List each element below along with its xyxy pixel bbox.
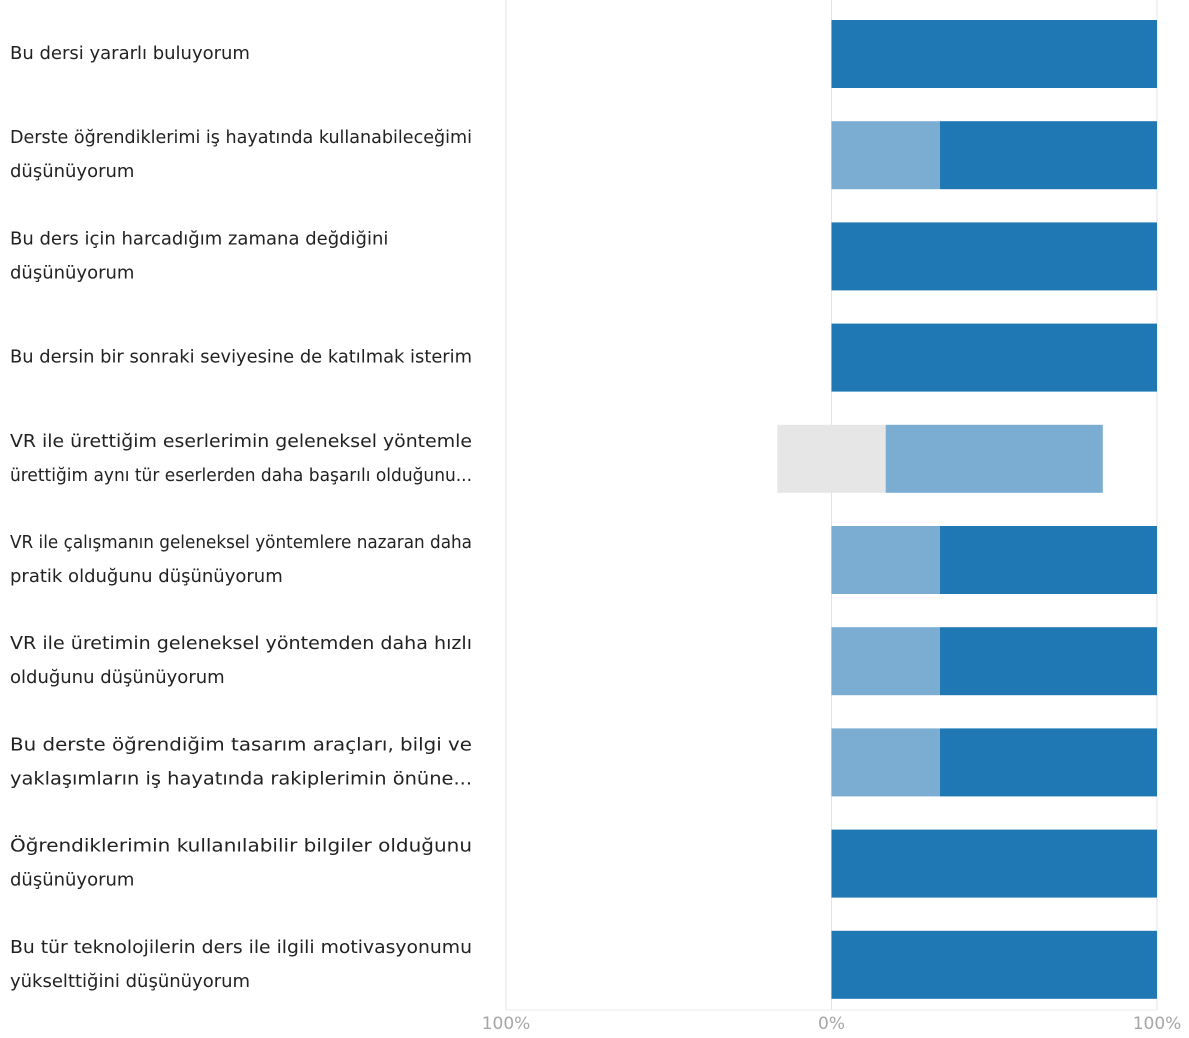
category-label: Bu dersin bir sonraki seviyesine de katı…: [10, 347, 472, 368]
bars: [777, 20, 1157, 999]
category-label: ürettiğim aynı tür eserlerden daha başar…: [10, 465, 472, 486]
x-tick-label: 100%: [1133, 1014, 1182, 1034]
category-label: pratik olduğunu düşünüyorum: [10, 566, 283, 587]
bar-segment-agree: [831, 627, 940, 696]
category-label: Bu ders için harcadığım zamana değdiğini: [10, 228, 388, 249]
category-label: VR ile çalışmanın geleneksel yöntemlere …: [10, 532, 472, 553]
x-tick-labels: 100% 0% 100%: [482, 1014, 1182, 1034]
category-label: Bu dersi yararlı buluyorum: [10, 43, 250, 64]
category-labels: Bu dersi yararlı buluyorum Derste öğrendi…: [10, 43, 472, 992]
category-label: VR ile üretimin geleneksel yöntemden dah…: [10, 633, 472, 654]
category-label: VR ile ürettiğim eserlerimin geleneksel …: [10, 431, 472, 452]
category-label: Bu tür teknolojilerin ders ile ilgili mo…: [10, 937, 472, 958]
bar-segment-strongly-agree: [831, 930, 1157, 999]
bar-segment-agree: [831, 526, 940, 594]
x-tick-label: 0%: [818, 1014, 845, 1034]
category-label: düşünüyorum: [10, 262, 134, 283]
bar-segment-strongly-agree: [939, 627, 1157, 696]
category-label: düşünüyorum: [10, 870, 134, 891]
bar-segment-strongly-agree: [831, 222, 1157, 291]
bar-segment-strongly-agree: [831, 829, 1157, 898]
x-tick-label: 100%: [482, 1014, 531, 1034]
category-label: Bu derste öğrendiğim tasarım araçları, b…: [10, 734, 472, 755]
bar-segment-strongly-agree: [831, 323, 1157, 392]
category-label: Derste öğrendiklerimi iş hayatında kulla…: [10, 127, 472, 148]
bar-segment-agree: [831, 121, 940, 190]
category-label: yükselttiğini düşünüyorum: [10, 971, 250, 992]
bar-segment-strongly-agree: [939, 526, 1157, 594]
bar-segment-agree: [831, 728, 940, 797]
category-label: yaklaşımların iş hayatında rakiplerimin …: [10, 768, 472, 789]
category-label: olduğunu düşünüyorum: [10, 667, 225, 688]
bar-segment-strongly-agree: [831, 20, 1157, 88]
bar-segment-strongly-agree: [939, 121, 1157, 190]
bar-segment-neutral: [777, 424, 886, 493]
bar-segment-agree: [885, 424, 1103, 493]
bar-segment-strongly-agree: [939, 728, 1157, 797]
category-label: Öğrendiklerimin kullanılabilir bilgiler …: [10, 835, 472, 857]
category-label: düşünüyorum: [10, 161, 134, 182]
